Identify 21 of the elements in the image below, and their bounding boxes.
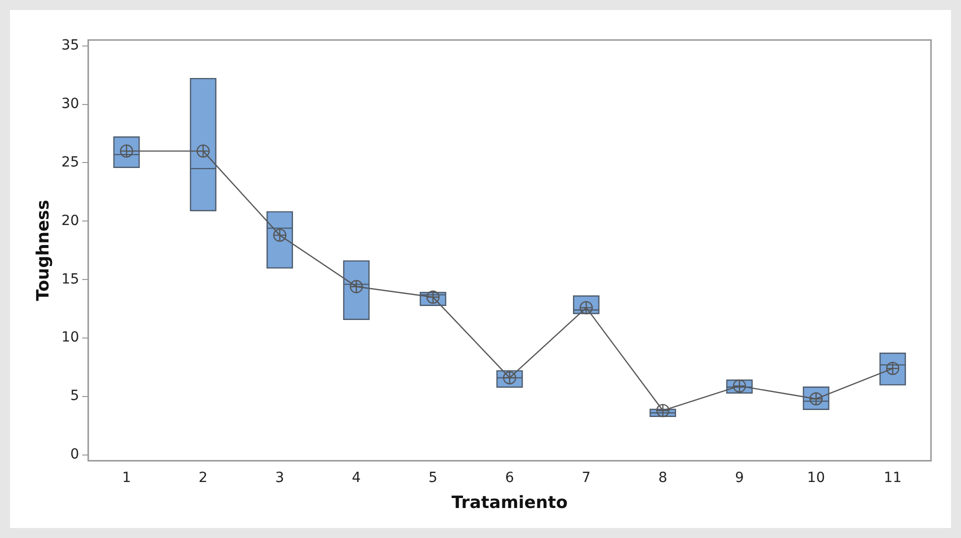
y-axis-title: Toughness	[34, 200, 54, 302]
x-tick-label: 11	[884, 470, 902, 486]
y-tick-label: 35	[61, 37, 80, 54]
x-tick-label: 7	[582, 470, 591, 486]
x-tick-label: 5	[428, 470, 438, 486]
y-tick-label: 10	[61, 330, 80, 346]
x-tick-label: 10	[807, 470, 825, 486]
y-tick-label: 15	[61, 271, 80, 288]
y-tick-label: 0	[70, 446, 80, 463]
x-tick-label: 2	[198, 470, 208, 486]
x-axis-title: Tratamiento	[452, 493, 568, 514]
x-tick-label: 1	[122, 470, 131, 486]
x-tick-label: 8	[658, 470, 668, 486]
y-tick-label: 20	[61, 212, 80, 229]
y-tick-label: 25	[61, 154, 80, 170]
y-tick-label: 30	[61, 96, 80, 112]
y-tick-label: 5	[70, 388, 80, 404]
x-tick-label: 4	[352, 470, 361, 486]
x-tick-label: 6	[505, 470, 514, 486]
x-tick-label: 9	[734, 470, 744, 486]
x-tick-label: 3	[275, 470, 284, 486]
